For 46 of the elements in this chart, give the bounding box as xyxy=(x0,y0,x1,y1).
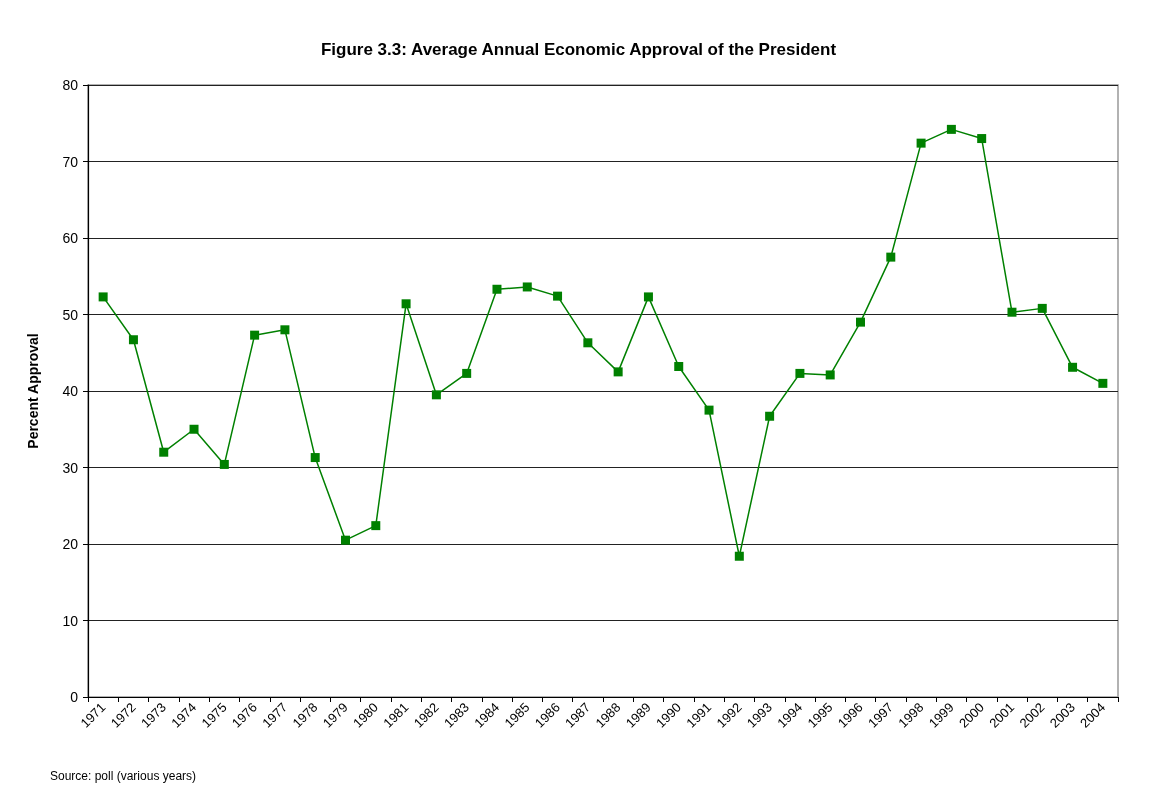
chart-title: Figure 3.3: Average Annual Economic Approval of the President xyxy=(320,40,837,59)
point xyxy=(613,367,623,377)
y-tick-label: 0 xyxy=(70,689,79,705)
point xyxy=(674,362,684,372)
point xyxy=(977,134,987,144)
point xyxy=(98,292,108,302)
point xyxy=(522,282,532,292)
point xyxy=(734,551,744,561)
point xyxy=(704,405,714,415)
point xyxy=(825,370,835,380)
source-note: Source: poll (various years) xyxy=(50,769,197,783)
point xyxy=(341,535,350,545)
point xyxy=(189,424,199,434)
y-tick-label: 40 xyxy=(62,383,79,399)
point xyxy=(219,459,229,469)
point xyxy=(765,411,775,421)
point xyxy=(280,325,290,335)
point xyxy=(1068,362,1078,372)
point xyxy=(795,368,805,378)
point xyxy=(886,252,896,262)
point xyxy=(643,292,653,302)
point xyxy=(1098,378,1108,388)
point xyxy=(431,390,441,400)
y-tick-label: 10 xyxy=(62,612,79,629)
point xyxy=(128,335,138,345)
y-tick-label: 50 xyxy=(62,306,79,323)
point xyxy=(916,138,926,148)
point xyxy=(856,317,865,327)
point xyxy=(371,521,381,531)
point xyxy=(159,447,169,457)
point xyxy=(401,299,411,309)
point xyxy=(462,368,472,378)
y-tick-label: 60 xyxy=(62,230,79,246)
point xyxy=(553,291,563,301)
point xyxy=(1037,303,1047,313)
y-axis-title: Percent Approval xyxy=(25,333,41,449)
y-tick-label: 80 xyxy=(62,77,79,93)
point xyxy=(310,453,320,463)
point xyxy=(492,284,502,294)
point xyxy=(946,124,956,134)
point xyxy=(583,338,593,348)
y-tick-label: 70 xyxy=(62,153,79,170)
point xyxy=(250,330,260,340)
point xyxy=(1007,307,1017,317)
y-tick-label: 30 xyxy=(62,459,79,476)
y-tick-label: 20 xyxy=(62,536,79,552)
